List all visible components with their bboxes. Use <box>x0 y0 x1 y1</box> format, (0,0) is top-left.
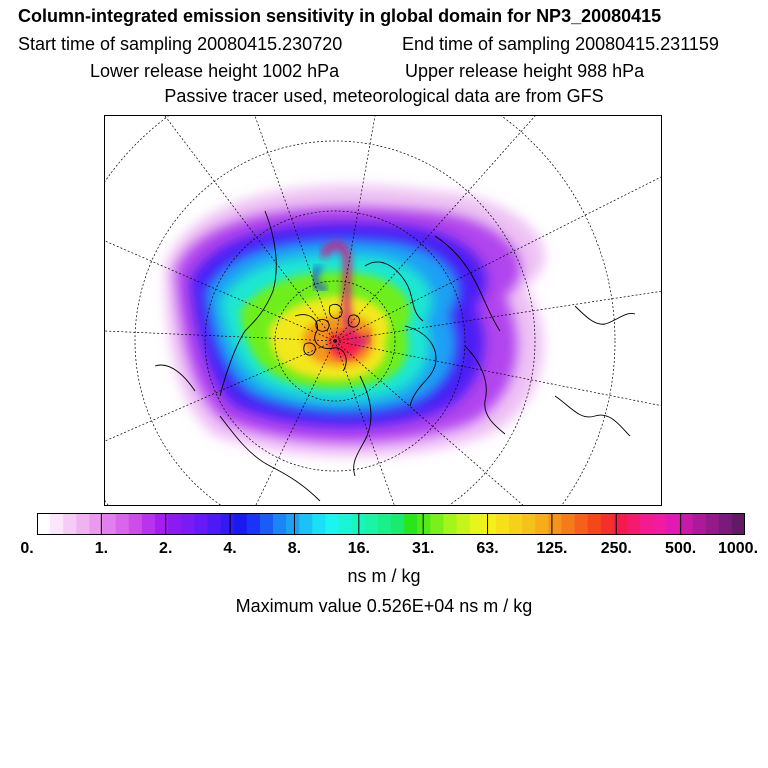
colorbar-swatch <box>535 513 549 535</box>
colorbar-tick-label: 0. <box>20 540 34 557</box>
colorbar-border <box>37 513 745 535</box>
colorbar-swatch <box>731 513 745 535</box>
colorbar-swatch <box>456 513 471 535</box>
colorbar-tick-label: 8. <box>287 540 302 557</box>
colorbar-tick-label: 500. <box>665 540 697 557</box>
colorbar-swatch <box>495 513 510 535</box>
colorbar-swatch <box>207 513 222 535</box>
colorbar-swatch <box>273 513 287 535</box>
colorbar-tick-label: 2. <box>159 540 173 557</box>
colorbar-swatch <box>469 513 484 535</box>
colorbar-swatch <box>627 513 641 535</box>
colorbar-swatch <box>377 513 392 535</box>
colorbar-tick-label: 1000. <box>717 540 759 557</box>
colorbar-swatch <box>391 513 405 535</box>
colorbar-swatch <box>509 513 523 535</box>
colorbar-swatch <box>181 513 195 535</box>
colorbar-swatch <box>50 513 64 535</box>
colorbar-swatch <box>613 513 628 535</box>
colorbar-swatch <box>338 513 353 535</box>
colorbar-swatch <box>259 513 274 535</box>
colorbar-swatch <box>233 513 248 535</box>
colorbar-tick-label: 1. <box>94 540 109 557</box>
colorbar-swatch <box>640 513 654 535</box>
max-value-label: Maximum value 0.526E+04 ns m / kg <box>235 596 533 616</box>
colorbar-swatch <box>600 513 615 535</box>
sensitivity-field <box>165 185 545 457</box>
colorbar-swatch <box>102 513 117 535</box>
colorbar-tick-label: 63. <box>476 540 499 557</box>
colorbar-swatch <box>404 513 418 535</box>
colorbar-swatch <box>364 513 379 535</box>
colorbar-swatch <box>76 513 90 535</box>
colorbar-tick-label: 16. <box>347 540 370 557</box>
sensitivity-map <box>104 115 662 506</box>
coastlines <box>154 210 636 502</box>
colorbar-swatch <box>692 513 707 535</box>
colorbar-swatch <box>574 513 589 535</box>
start-time-label: Start time of sampling 20080415.230720 <box>18 34 343 54</box>
colorbar-swatch <box>168 513 182 535</box>
colorbar-swatch <box>246 513 261 535</box>
colorbar-swatch <box>430 513 444 535</box>
colorbar-swatch <box>194 513 208 535</box>
colorbar-tick-label: 31. <box>412 540 435 557</box>
colorbar-swatch <box>286 513 300 535</box>
colorbar-swatch <box>155 513 169 535</box>
colorbar-swatch <box>312 513 326 535</box>
unit-label: ns m / kg <box>347 566 421 586</box>
colorbar-swatch <box>561 513 576 535</box>
colorbar-tick-label: 250. <box>600 540 632 557</box>
colorbar-swatch <box>325 513 340 535</box>
colorbar-swatch <box>548 513 562 535</box>
graticule <box>105 116 661 505</box>
colorbar-swatch <box>522 513 536 535</box>
colorbar-swatch <box>115 513 130 535</box>
colorbar-swatch <box>718 513 733 535</box>
upper-release-label: Upper release height 988 hPa <box>405 61 645 81</box>
colorbar-swatch <box>679 513 694 535</box>
colorbar-swatch <box>141 513 156 535</box>
colorbar-swatch <box>299 513 313 535</box>
colorbar-swatch <box>417 513 431 535</box>
colorbar-tick-label: 125. <box>536 540 568 557</box>
plot-title: Column-integrated emission sensitivity i… <box>18 6 662 26</box>
colorbar <box>37 513 745 535</box>
colorbar-swatch <box>220 513 235 535</box>
tracer-note: Passive tracer used, meteorological data… <box>164 86 604 106</box>
colorbar-swatch <box>63 513 77 535</box>
colorbar-swatch <box>666 513 680 535</box>
colorbar-swatch <box>128 513 143 535</box>
polar-map-svg <box>105 116 661 505</box>
lower-release-label: Lower release height 1002 hPa <box>90 61 340 81</box>
colorbar-swatch <box>89 513 104 535</box>
colorbar-swatch <box>443 513 458 535</box>
colorbar-swatch <box>482 513 497 535</box>
colorbar-swatch <box>37 513 51 535</box>
colorbar-swatch <box>587 513 602 535</box>
colorbar-swatch <box>653 513 667 535</box>
colorbar-tick-label: 4. <box>223 540 237 557</box>
colorbar-swatch <box>705 513 720 535</box>
end-time-label: End time of sampling 20080415.231159 <box>402 34 719 54</box>
